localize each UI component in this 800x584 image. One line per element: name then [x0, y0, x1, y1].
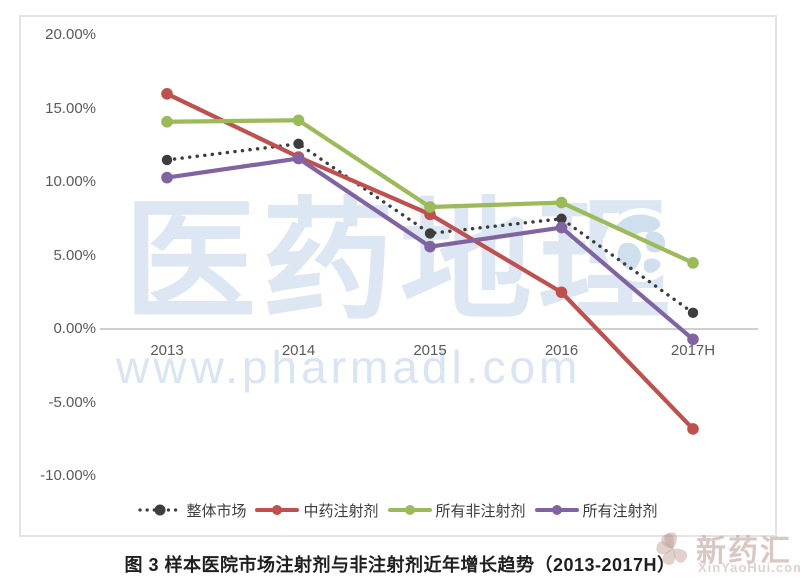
y-tick-label: 20.00%: [45, 26, 96, 43]
y-tick-label: -5.00%: [48, 393, 96, 411]
legend-label-0: 整体市场: [186, 502, 247, 520]
chart-legend: 整体市场 中药注射剂 所有非注射剂 所有注射剂: [19, 498, 777, 522]
y-tick-label: 10.00%: [45, 173, 96, 190]
legend-item-3: 所有注射剂: [534, 500, 658, 521]
x-tick-label: 2013: [150, 342, 184, 359]
legend-item-0: 整体市场: [138, 500, 246, 521]
y-tick-label: 15.00%: [45, 99, 96, 117]
legend-marker-0: [138, 504, 183, 516]
y-tick-label: -10.00%: [40, 467, 96, 484]
legend-item-2: 所有非注射剂: [387, 500, 526, 521]
x-tick-label: 2015: [413, 342, 447, 359]
chart-frame: [19, 15, 777, 537]
legend-marker-3: [534, 505, 579, 515]
y-tick-label: 0.00%: [53, 320, 96, 337]
legend-marker-2: [387, 505, 432, 515]
legend-label-2: 所有非注射剂: [435, 502, 526, 520]
globe-watermark-icon: [604, 208, 678, 282]
x-tick-label: 2017H: [670, 342, 716, 359]
x-tick-label: 2014: [281, 342, 316, 359]
legend-label-3: 所有注射剂: [582, 502, 658, 520]
x-tick-label: 2016: [544, 342, 579, 359]
legend-marker-1: [255, 505, 300, 515]
figure-caption: 图 3 样本医院市场注射剂与非注射剂近年增长趋势（2013-2017H）: [124, 555, 676, 575]
legend-label-1: 中药注射剂: [303, 502, 379, 520]
y-tick-label: 5.00%: [53, 246, 96, 264]
legend-item-1: 中药注射剂: [255, 500, 379, 521]
brand-watermark-text: 医药地理: [124, 188, 676, 335]
